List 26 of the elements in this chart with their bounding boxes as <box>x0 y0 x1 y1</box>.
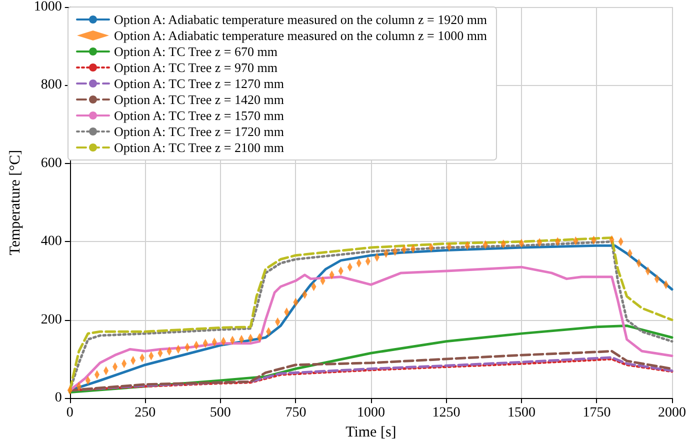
legend-label: Option A: TC Tree z = 970 mm <box>114 60 278 75</box>
x-tick-label: 250 <box>134 406 156 421</box>
x-axis-title: Time [s] <box>346 424 396 440</box>
x-tick-label: 1500 <box>507 406 536 421</box>
legend-label: Option A: TC Tree z = 1720 mm <box>114 124 284 139</box>
x-tick-label: 2000 <box>658 406 686 421</box>
legend-label: Option A: Adiabatic temperature measured on the column z = 1920 mm <box>114 12 488 27</box>
x-tick-label: 1750 <box>582 406 611 421</box>
x-tick-label: 0 <box>66 406 74 421</box>
y-tick-label: 400 <box>40 234 62 250</box>
legend-label: Option A: TC Tree z = 2100 mm <box>114 140 284 155</box>
y-tick-label: 200 <box>40 312 62 328</box>
x-tick-label: 500 <box>210 406 231 421</box>
legend-label: Option A: TC Tree z = 1570 mm <box>114 108 284 123</box>
y-tick-label: 800 <box>40 78 62 93</box>
x-tick-label: 1000 <box>356 406 385 421</box>
x-tick-label: 750 <box>285 406 306 421</box>
legend-label: Option A: TC Tree z = 1270 mm <box>114 76 284 91</box>
legend-label: Option A: TC Tree z = 670 mm <box>114 44 278 59</box>
y-tick-label: 0 <box>54 390 62 406</box>
x-tick-label: 1250 <box>432 406 460 421</box>
y-tick-label: 1000 <box>34 0 62 14</box>
y-tick-label: 600 <box>40 156 62 171</box>
legend-label: Option A: TC Tree z = 1420 mm <box>114 92 284 107</box>
legend-label: Option A: Adiabatic temperature measured on the column z = 1000 mm <box>114 28 488 43</box>
y-axis-title: Temperature [°C] <box>8 150 24 256</box>
